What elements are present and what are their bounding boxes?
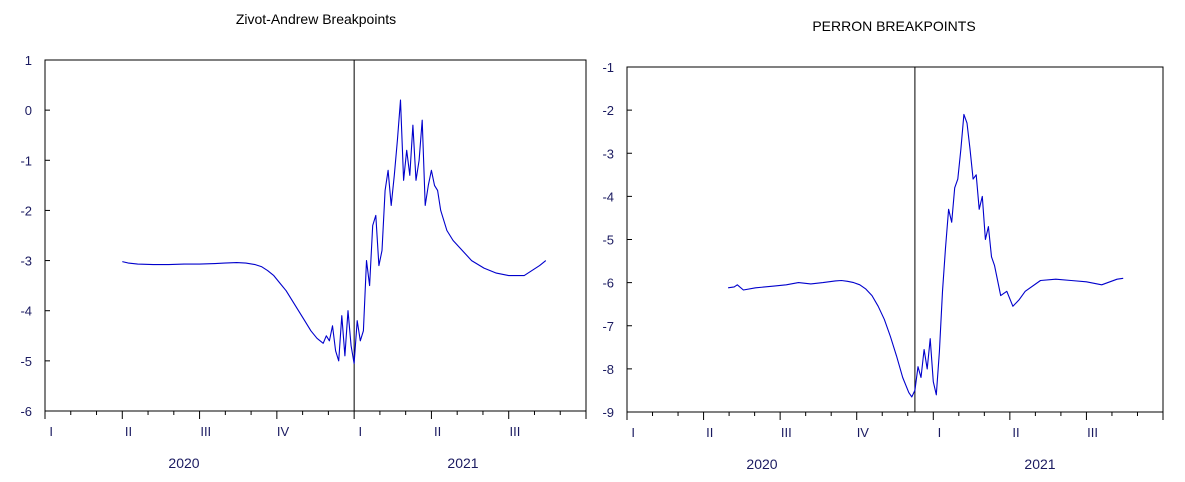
year-label-2021: 2021 (447, 455, 478, 471)
x-quarter-label: I (938, 425, 942, 440)
y-tick-label: -2 (20, 203, 32, 218)
x-quarter-label: II (1012, 425, 1019, 440)
y-tick-label: -5 (602, 233, 614, 248)
plot-frame (44, 59, 587, 412)
y-tick-label: -6 (602, 276, 614, 291)
zivot-andrew-chart: Zivot-Andrew Breakpoints 10-1-2-3-4-5-6 … (20, 11, 587, 471)
y-axis: 1 0 -1 -2 -3 -4 -5 -6 (20, 53, 50, 419)
y-tick-label: -5 (20, 354, 32, 369)
series-line (122, 99, 547, 364)
y-tick-label: -4 (602, 189, 614, 204)
x-quarter-label: II (706, 425, 713, 440)
x-quarter-label: III (200, 424, 211, 439)
y-tick-label: -4 (20, 304, 32, 319)
x-quarter-label: IV (857, 425, 870, 440)
year-label-2021: 2021 (1024, 456, 1055, 472)
x-quarter-label: IV (277, 424, 290, 439)
year-label-2020: 2020 (746, 456, 777, 472)
y-tick-label: 0 (25, 103, 32, 118)
y-tick-label: -3 (602, 146, 614, 161)
y-tick-label: -2 (602, 103, 614, 118)
y-tick-label: -8 (602, 362, 614, 377)
y-tick-label: -1 (602, 60, 614, 75)
chart-title: PERRON BREAKPOINTS (812, 18, 975, 34)
plot-frame (626, 66, 1164, 413)
y-tick-label: 1 (25, 53, 32, 68)
x-quarter-label: I (49, 424, 53, 439)
y-tick-label: -9 (602, 405, 614, 420)
x-axis: I II III IV I II III (626, 412, 1164, 440)
y-tick-label: -7 (602, 319, 614, 334)
x-quarter-label: I (359, 424, 363, 439)
year-label-2020: 2020 (168, 455, 199, 471)
x-quarter-label: III (781, 425, 792, 440)
x-quarter-label: I (631, 425, 635, 440)
y-tick-label: -3 (20, 254, 32, 269)
x-quarter-label: II (434, 424, 441, 439)
x-quarter-label: III (509, 424, 520, 439)
series-line (728, 113, 1124, 398)
chart-title: Zivot-Andrew Breakpoints (236, 11, 396, 27)
y-axis: -1 -2 -3 -4 -5 -6 -7 -8 -9 (602, 60, 632, 420)
y-tick-label: -6 (20, 404, 32, 419)
y-tick-label: -1 (20, 153, 32, 168)
x-quarter-label: II (125, 424, 132, 439)
x-axis: I II III IV I II III (44, 411, 587, 439)
x-quarter-label: III (1087, 425, 1098, 440)
